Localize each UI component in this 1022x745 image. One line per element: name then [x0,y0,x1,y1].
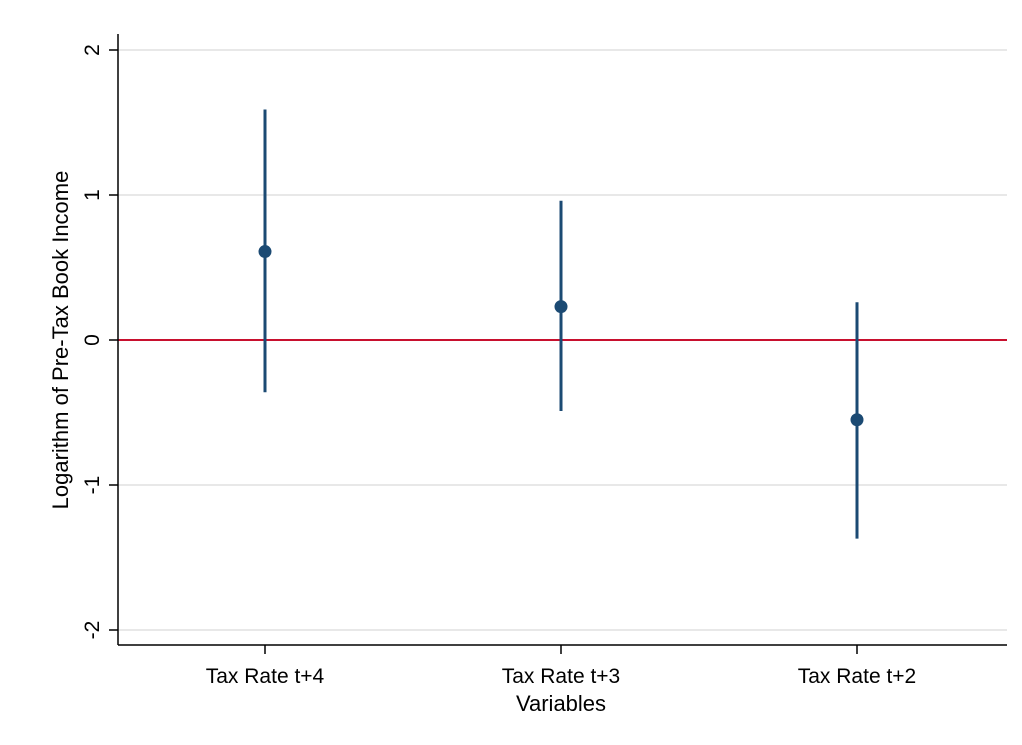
x-tick-label: Tax Rate t+2 [798,665,916,688]
y-tick-label: 0 [81,334,104,346]
y-tick-label: 1 [81,189,104,201]
point-estimate-marker [554,300,568,314]
point-estimate-marker [258,245,272,259]
y-tick-label: -2 [81,621,104,640]
x-tick-label: Tax Rate t+3 [502,665,620,688]
y-axis-title: Logarithm of Pre-Tax Book Income [48,171,73,510]
point-estimate-marker [850,413,864,427]
axis-layer: -2 -1 0 1 2 Tax Rate t+4 Tax Rate t+3 Tax Rate … [81,34,1007,688]
x-tick-label: Tax Rate t+4 [206,665,325,688]
x-axis-title: Variables [516,691,606,716]
y-tick-label: 2 [81,44,104,56]
y-tick-label: -1 [81,476,104,495]
data-layer [258,109,864,539]
